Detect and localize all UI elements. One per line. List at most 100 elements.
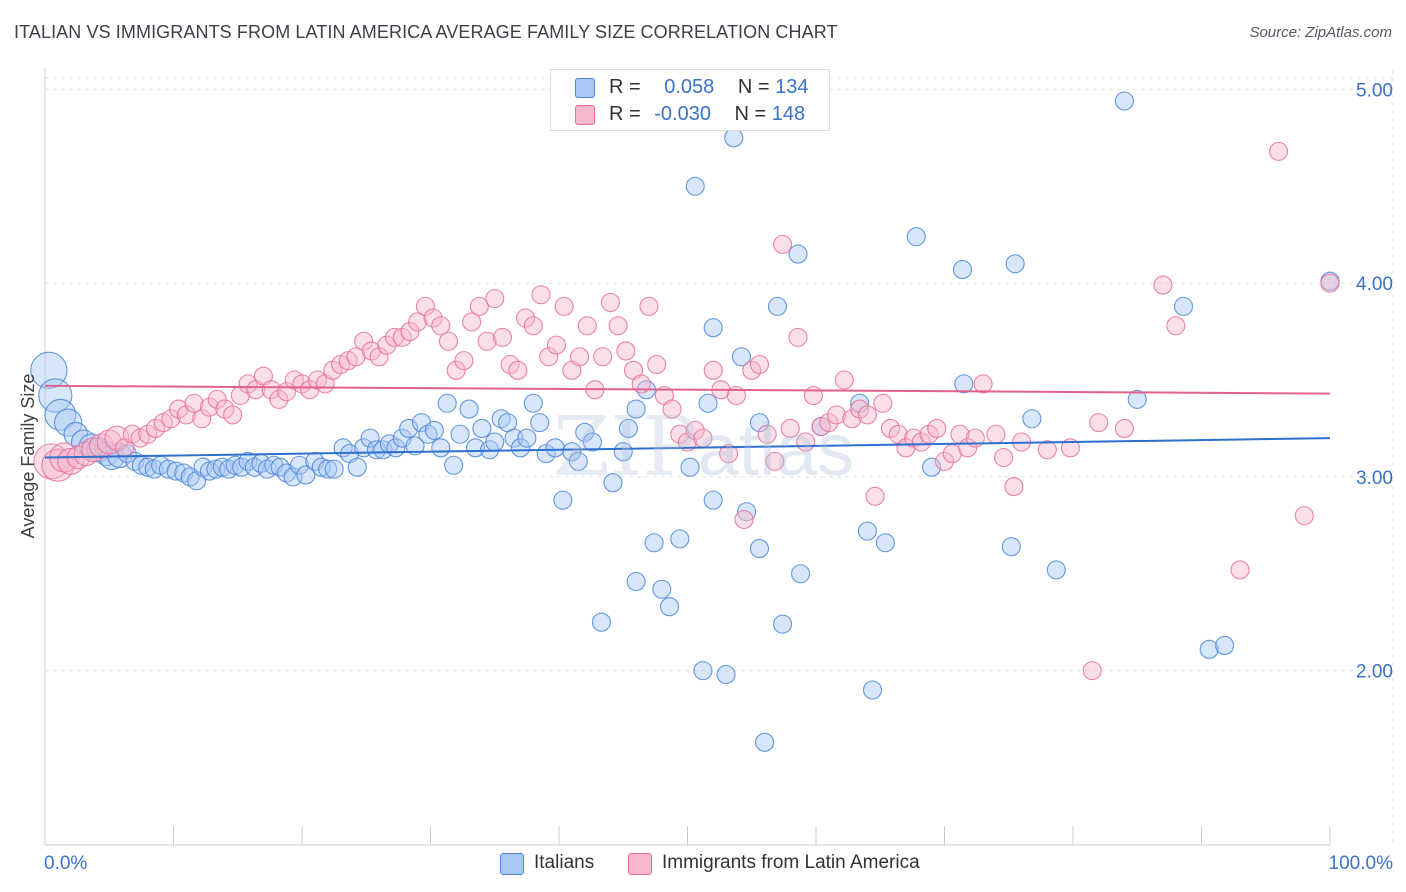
immigrants-point	[1082, 661, 1102, 681]
immigrants-point	[880, 418, 901, 438]
bottom-legend-label-immigrants: Immigrants from Latin America	[662, 852, 920, 873]
immigrants-point	[986, 424, 1006, 444]
immigrants-point	[850, 399, 870, 419]
italians-point	[360, 428, 380, 448]
immigrants-point	[223, 405, 243, 425]
italians-point	[568, 451, 588, 471]
legend-r-value-immigrants: -0.030	[654, 103, 711, 125]
immigrants-point	[773, 234, 793, 254]
italians-point	[553, 490, 573, 510]
immigrants-point	[238, 374, 258, 394]
legend-n-value-italians: 134	[775, 76, 809, 98]
immigrants-point	[469, 296, 489, 316]
italians-point	[749, 539, 770, 559]
immigrants-point	[207, 389, 227, 409]
immigrants-point	[677, 432, 698, 452]
italians-point	[318, 459, 338, 479]
series-immigrants-points	[33, 141, 1340, 681]
immigrants-point	[431, 316, 451, 336]
italians-point	[1046, 560, 1066, 580]
immigrants-point	[215, 399, 235, 419]
immigrants-point	[608, 316, 628, 336]
immigrants-point	[685, 420, 705, 440]
source-label: Source: ZipAtlas.com	[1249, 24, 1392, 41]
trend-lines	[44, 384, 1331, 459]
chart-title: ITALIAN VS IMMIGRANTS FROM LATIN AMERICA…	[14, 22, 838, 42]
immigrants-point	[749, 354, 770, 375]
immigrants-point	[639, 296, 659, 316]
immigrants-point	[1060, 438, 1080, 458]
immigrants-point	[577, 316, 597, 336]
immigrants-point	[492, 327, 513, 347]
italians-point	[716, 664, 736, 685]
legend-r-value-italians: 0.058	[664, 76, 715, 98]
italians-point	[38, 378, 73, 413]
immigrants-point	[842, 409, 862, 429]
bottom-legend-swatch-italians	[500, 853, 524, 875]
italians-point	[347, 457, 367, 477]
italians-point	[791, 564, 811, 584]
italians-point	[517, 428, 537, 448]
immigrants-point	[192, 409, 212, 429]
y-tick-label: 2.00	[1356, 662, 1393, 683]
italians-point	[444, 455, 464, 475]
italians-point	[1199, 639, 1219, 659]
italians-point	[626, 571, 646, 592]
immigrants-point	[438, 331, 459, 351]
italians-point	[749, 413, 770, 433]
immigrants-point	[73, 441, 99, 467]
immigrants-point	[994, 447, 1014, 468]
italians-point	[424, 420, 444, 440]
italians-point	[1127, 389, 1147, 409]
immigrants-point	[593, 347, 613, 367]
italians-point	[44, 398, 77, 431]
italians-point	[862, 680, 883, 700]
italians-point	[670, 529, 690, 549]
immigrants-point	[1166, 316, 1186, 336]
immigrants-point	[523, 316, 543, 336]
bottom-legend-label-italians: Italians	[534, 852, 595, 873]
immigrants-point	[323, 360, 343, 380]
italians-point	[703, 318, 723, 338]
immigrants-point	[138, 424, 158, 444]
immigrants-point	[546, 335, 566, 355]
immigrants-point	[647, 354, 667, 375]
italians-point	[737, 502, 757, 522]
italians-point	[485, 432, 505, 452]
italians-point	[703, 490, 723, 510]
italians-point	[618, 418, 638, 438]
immigrants-point	[670, 424, 690, 444]
immigrants-point	[184, 393, 204, 413]
italians-point	[510, 438, 531, 458]
italians-point	[693, 661, 713, 681]
italians-point	[652, 579, 672, 599]
series-italians-points	[30, 91, 1340, 752]
italians-point	[1114, 91, 1134, 111]
immigrants-point	[1037, 440, 1057, 460]
italians-point	[431, 438, 451, 458]
italians-point	[698, 393, 718, 413]
italians-point	[773, 614, 793, 634]
immigrants-point	[485, 289, 505, 309]
x-tick-label-end: 100.0%	[1329, 853, 1394, 874]
immigrants-point	[1230, 560, 1250, 580]
italians-point	[575, 422, 595, 442]
immigrants-point	[1294, 506, 1314, 526]
immigrants-point	[261, 380, 281, 400]
legend-r-label: R =	[609, 103, 641, 125]
immigrants-point	[269, 389, 289, 409]
immigrants-point	[400, 322, 420, 342]
immigrants-point	[199, 397, 220, 417]
italians-point	[158, 459, 178, 479]
italians-point	[603, 473, 623, 493]
italians-point	[952, 260, 973, 280]
immigrants-point	[161, 409, 181, 429]
watermark-zip: ZIP	[553, 400, 698, 495]
immigrants-point	[662, 399, 682, 419]
italians-point	[613, 442, 633, 462]
legend-swatch-immigrants	[575, 105, 595, 125]
italians-point	[53, 408, 83, 437]
italians-point	[1215, 635, 1235, 655]
tick-labels: 2.00 3.00 4.00 5.00 0.0% 100.0%	[44, 80, 1393, 874]
immigrants-point	[857, 405, 877, 425]
